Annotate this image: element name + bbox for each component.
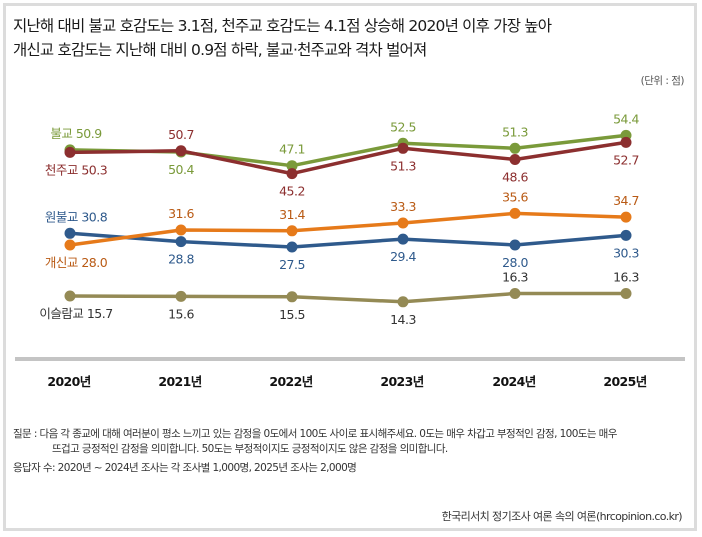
series-1-value-label: 51.3 [390,158,416,173]
x-tick-label: 2022년 [269,374,312,389]
series-3-point [286,225,298,237]
series-2-value-label: 29.4 [390,249,416,264]
series-0-value-label: 불교 50.9 [50,126,102,141]
series-3-point [175,224,187,236]
series-4-value-label: 14.3 [390,312,416,327]
series-1-point [397,142,409,154]
series-3-line [69,211,627,247]
series-0-value-label: 47.1 [279,142,305,157]
series-4-value-label: 16.3 [613,270,639,285]
x-tick-label: 2025년 [603,374,646,389]
x-tick-label: 2020년 [47,374,90,389]
series-3-point [64,239,76,251]
series-2-value-label: 30.3 [613,245,639,260]
series-1-point [175,145,187,157]
series-1-value-label: 52.7 [613,152,639,167]
series-4-value-label: 이슬람교 15.7 [39,306,112,321]
series-2-point [620,229,632,241]
x-tick-label: 2021년 [158,374,201,389]
series-3-value-label: 31.6 [168,206,194,221]
series-2-point [286,241,298,253]
series-2-value-label: 28.8 [168,252,194,267]
series-3-point [509,207,521,219]
series-3-value-label: 31.4 [279,207,305,222]
series-2-point [64,227,76,239]
series-0-value-label: 50.4 [168,162,194,177]
series-3-value-label: 개신교 28.0 [45,255,108,270]
title-line-2: 개신교 호감도는 지난해 대비 0.9점 하락, 불교·천주교와 격차 벌어져 [13,41,427,59]
series-2-value-label: 28.0 [502,255,528,270]
title-line-1: 지난해 대비 불교 호감도는 3.1점, 천주교 호감도는 4.1점 상승해 2… [13,17,552,35]
x-tick-label: 2024년 [492,374,535,389]
series-4-point [397,296,409,308]
series-4-point [509,288,521,299]
series-0-value-label: 51.3 [502,124,528,139]
series-4-line [69,291,626,304]
source-credit: 한국리서치 정기조사 여론 속의 여론(hrcopinion.co.kr) [441,510,683,523]
respondents-note: 응답자 수: 2020년 ~ 2024년 조사는 각 조사별 1,000명, 2… [13,462,357,474]
x-axis-baseline [15,357,685,361]
series-4-value-label: 16.3 [502,270,528,285]
series-1-point [509,154,521,165]
series-4-point [620,288,632,299]
chart-title: 지난해 대비 불교 호감도는 3.1점, 천주교 호감도는 4.1점 상승해 2… [13,14,552,62]
series-1-point [620,136,632,148]
chart-frame [3,3,697,531]
series-1-value-label: 45.2 [279,184,305,199]
series-3-value-label: 33.3 [390,199,416,214]
unit-label: (단위 : 점) [640,75,685,87]
series-2-line [69,231,627,249]
series-4-point [64,290,76,302]
series-0-point [286,160,298,172]
series-1-value-label: 48.6 [502,170,528,185]
series-2-value-label: 27.5 [279,257,305,272]
series-4-value-label: 15.6 [168,306,194,321]
series-2-point [397,233,409,245]
series-3-value-label: 35.6 [502,189,528,204]
series-2-point [175,236,187,248]
series-4-value-label: 15.5 [279,307,305,322]
series-0-value-label: 54.4 [613,111,639,126]
x-tick-label: 2023년 [380,374,423,389]
question-note-line-2: 뜨겁고 긍정적인 감정을 의미합니다. 50도는 부정적이지도 긍정적이지도 않… [52,443,448,455]
series-0-point [509,142,521,154]
series-2-point [509,239,521,251]
series-2-value-label: 원불교 30.8 [45,209,108,224]
question-note-line-1: 질문 : 다음 각 종교에 대해 여러분이 평소 느끼고 있는 감정을 0도에서… [13,428,617,440]
series-3-point [397,217,409,229]
series-1-line [69,140,627,176]
series-1-point [286,168,298,180]
series-4-point [175,290,187,302]
series-4-point [286,291,298,303]
series-0-value-label: 52.5 [390,119,416,134]
series-3-point [620,211,632,223]
series-1-value-label: 50.7 [168,127,194,142]
series-1-point [64,146,76,158]
series-1-value-label: 천주교 50.3 [45,162,107,177]
series-3-value-label: 34.7 [613,193,639,208]
notes: 질문 : 다음 각 종교에 대해 여러분이 평소 느끼고 있는 감정을 0도에서… [13,427,617,476]
